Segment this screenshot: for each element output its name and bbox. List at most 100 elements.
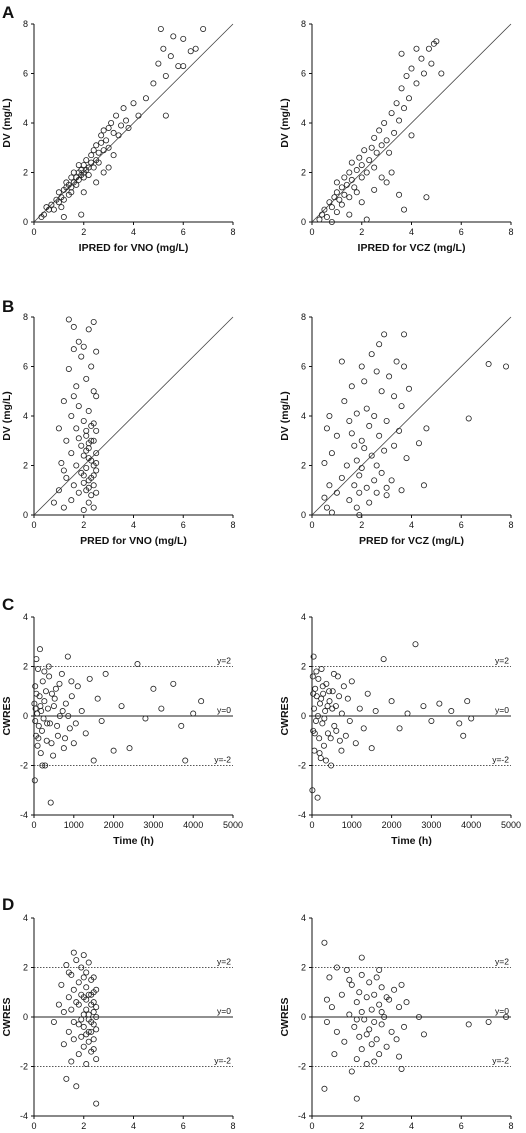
- y-tick-label: 2: [23, 963, 28, 973]
- data-point: [401, 363, 408, 370]
- data-point: [55, 425, 62, 432]
- data-point: [70, 482, 77, 489]
- data-point: [406, 385, 413, 392]
- data-point: [62, 700, 69, 707]
- data-point: [85, 1038, 92, 1045]
- data-point: [44, 720, 51, 727]
- data-point: [75, 338, 82, 345]
- y-axis-label: CWRES: [1, 696, 13, 735]
- data-point: [371, 164, 378, 171]
- data-point: [68, 1006, 75, 1013]
- x-axis-label: IPRED for VNO (mg/L): [79, 242, 189, 254]
- data-point: [338, 358, 345, 365]
- data-point: [396, 1053, 403, 1060]
- data-point: [50, 499, 57, 506]
- data-point: [88, 152, 95, 159]
- data-point: [353, 504, 360, 511]
- data-point: [438, 70, 445, 77]
- chart-b-left: 0 2 4 6 8 0 2 4 6 8 PRED for VNO (mg/L) DV (mg/L): [1, 312, 236, 547]
- ref-line-label: y=0: [217, 1006, 231, 1016]
- panel-label-a: A: [2, 3, 14, 22]
- data-point: [386, 373, 393, 380]
- data-point: [485, 361, 492, 368]
- data-point: [309, 673, 316, 680]
- data-point: [50, 206, 57, 213]
- data-point: [338, 710, 345, 717]
- data-point: [93, 467, 100, 474]
- x-tick-label: 4: [409, 1121, 414, 1131]
- data-point: [68, 450, 75, 457]
- x-tick-label: 0: [309, 1121, 314, 1131]
- data-point: [346, 976, 353, 983]
- y-tick-label: 4: [301, 118, 306, 128]
- data-point: [190, 710, 197, 717]
- data-point: [318, 211, 325, 218]
- data-point: [351, 482, 358, 489]
- data-point: [65, 316, 72, 323]
- data-point: [110, 152, 117, 159]
- data-point: [70, 346, 77, 353]
- data-point: [331, 722, 338, 729]
- data-point: [333, 489, 340, 496]
- x-tick-label: 2: [81, 1121, 86, 1131]
- data-point: [83, 1061, 90, 1068]
- data-point: [150, 80, 157, 87]
- x-tick-label: 2000: [104, 820, 124, 830]
- data-point: [341, 191, 348, 198]
- y-tick-label: 0: [23, 510, 28, 520]
- data-point: [83, 427, 90, 434]
- data-point: [352, 740, 359, 747]
- data-point: [356, 705, 363, 712]
- data-point: [88, 1028, 95, 1035]
- data-point: [319, 720, 326, 727]
- data-point: [51, 695, 58, 702]
- ref-line-label: y=0: [495, 705, 509, 715]
- data-point: [398, 403, 405, 410]
- data-point: [348, 981, 355, 988]
- ref-line-label: y=-2: [492, 1056, 509, 1066]
- data-point: [373, 149, 380, 156]
- data-point: [93, 393, 100, 400]
- data-point: [68, 174, 75, 181]
- data-point: [333, 432, 340, 439]
- data-point: [356, 154, 363, 161]
- x-tick-label: 0: [31, 227, 36, 237]
- data-point: [39, 678, 46, 685]
- data-point: [200, 25, 207, 32]
- data-point: [321, 939, 328, 946]
- data-point: [93, 1026, 100, 1033]
- data-point: [37, 750, 44, 757]
- y-tick-label: -2: [20, 761, 28, 771]
- data-point: [311, 730, 318, 737]
- x-tick-label: 8: [230, 520, 235, 530]
- data-point: [383, 417, 390, 424]
- data-point: [42, 762, 49, 769]
- data-point: [63, 962, 70, 969]
- data-point: [162, 112, 169, 119]
- data-point: [32, 717, 39, 724]
- x-tick-label: 8: [508, 227, 513, 237]
- data-point: [105, 124, 112, 131]
- data-point: [63, 474, 70, 481]
- data-point: [398, 85, 405, 92]
- data-point: [363, 169, 370, 176]
- data-point: [398, 981, 405, 988]
- data-point: [413, 80, 420, 87]
- data-point: [93, 450, 100, 457]
- data-point: [75, 162, 82, 169]
- data-point: [90, 974, 97, 981]
- data-point: [338, 747, 345, 754]
- data-point: [423, 194, 430, 201]
- data-point: [41, 698, 48, 705]
- data-point: [47, 799, 54, 806]
- data-point: [80, 174, 87, 181]
- x-tick-label: 1000: [64, 820, 84, 830]
- data-point: [326, 688, 333, 695]
- data-point: [80, 343, 87, 350]
- x-tick-label: 4: [131, 520, 136, 530]
- y-tick-label: 0: [23, 1012, 28, 1022]
- data-point: [358, 1009, 365, 1016]
- data-point: [48, 740, 55, 747]
